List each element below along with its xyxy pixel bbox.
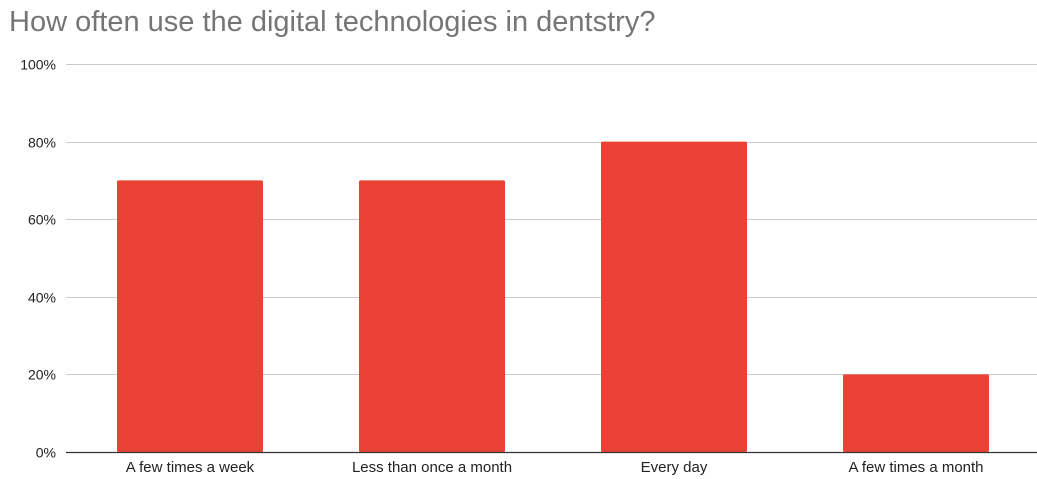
y-tick-label: 0% [36, 445, 56, 461]
y-axis-ticks: 0% 20% 40% 60% 80% 100% [20, 57, 56, 461]
x-tick-label: A few times a month [848, 459, 983, 476]
bar [843, 374, 989, 452]
y-tick-label: 40% [28, 290, 56, 306]
bars [117, 141, 989, 452]
bar [601, 141, 747, 452]
y-tick-label: 100% [20, 57, 56, 73]
x-tick-label: Less than once a month [352, 459, 512, 476]
y-tick-label: 60% [28, 212, 56, 228]
y-tick-label: 80% [28, 135, 56, 151]
bar [117, 180, 263, 452]
x-tick-label: Every day [641, 459, 708, 476]
x-tick-label: A few times a week [126, 459, 255, 476]
y-tick-label: 20% [28, 367, 56, 383]
x-axis-ticks: A few times a week Less than once a month… [126, 459, 984, 476]
bar [359, 180, 505, 452]
chart-title: How often use the digital technologies i… [9, 6, 656, 38]
